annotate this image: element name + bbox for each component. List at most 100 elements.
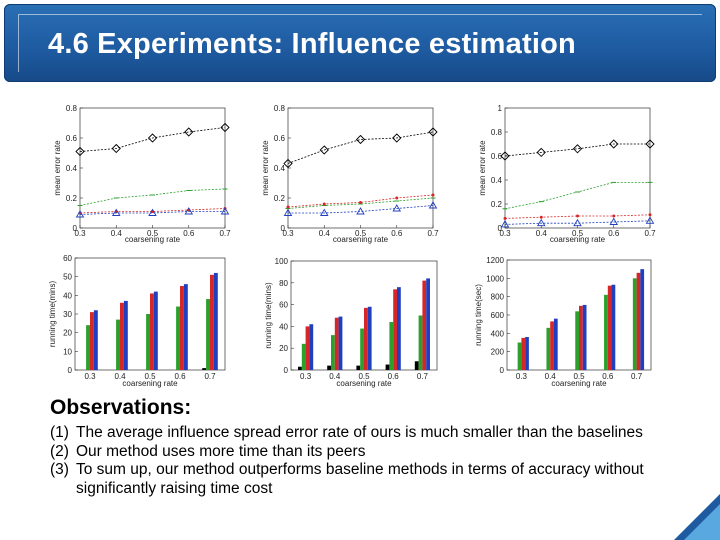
bar <box>338 316 343 370</box>
data-point-marker <box>612 214 616 218</box>
bar <box>604 294 608 370</box>
data-point-marker <box>645 216 655 224</box>
x-tick-label: 0.3 <box>516 372 528 381</box>
x-tick-label: 0.4 <box>114 372 126 381</box>
x-tick-label: 0.4 <box>111 229 123 238</box>
y-tick-label: 60 <box>63 254 72 263</box>
y-tick-label: 0.4 <box>491 176 503 185</box>
x-tick-label: 0.6 <box>174 372 186 381</box>
y-tick-label: 80 <box>279 279 288 288</box>
data-point-marker <box>184 207 194 215</box>
observation-item: (3) To sum up, our method outperforms ba… <box>50 461 690 498</box>
x-tick-label: 0.7 <box>427 229 439 238</box>
bar <box>414 361 419 370</box>
bar <box>183 284 188 370</box>
observation-number: (1) <box>50 424 69 441</box>
y-tick-label: 30 <box>63 310 72 319</box>
observation-text: The average influence spread error rate … <box>76 424 643 441</box>
bar <box>116 319 120 370</box>
x-tick-label: 0.7 <box>204 372 216 381</box>
y-tick-label: 20 <box>63 329 72 338</box>
y-tick-label: 0.6 <box>66 134 78 143</box>
y-tick-label: 10 <box>63 347 72 356</box>
y-tick-label: 600 <box>491 311 505 320</box>
x-tick-label: 0.6 <box>388 372 400 381</box>
bar <box>546 327 551 370</box>
y-tick-label: 0.4 <box>274 164 286 173</box>
corner-decoration-accent <box>684 504 720 540</box>
bar <box>389 322 394 370</box>
x-tick-label: 0.7 <box>631 372 643 381</box>
bar <box>636 272 641 370</box>
data-point-marker <box>392 133 402 143</box>
x-tick-label: 0.5 <box>572 229 584 238</box>
x-tick-label: 0.6 <box>183 229 195 238</box>
bar <box>393 289 397 370</box>
data-point-marker <box>503 216 507 220</box>
x-axis-label: coarsening rate <box>333 235 389 244</box>
y-tick-label: 0.8 <box>274 104 286 113</box>
data-point-marker <box>500 220 510 228</box>
y-axis-label: mean error rate <box>261 140 270 196</box>
observation-item: (2) Our method uses more time than its p… <box>50 443 690 462</box>
observation-text: To sum up, our method outperforms baseli… <box>76 461 644 497</box>
y-tick-label: 1 <box>498 104 503 113</box>
bar <box>146 314 150 370</box>
data-point-marker <box>283 208 293 216</box>
y-tick-label: 0.2 <box>491 200 503 209</box>
bar <box>301 343 306 370</box>
bar <box>521 337 526 370</box>
bar <box>298 366 302 370</box>
data-point-marker <box>148 208 157 216</box>
y-tick-label: 0.6 <box>491 152 503 161</box>
data-point-marker <box>75 146 85 157</box>
bar <box>153 291 158 370</box>
y-tick-label: 800 <box>491 293 505 302</box>
x-tick-label: 0.7 <box>644 229 656 238</box>
bar <box>525 337 529 370</box>
x-axis-label: coarsening rate <box>336 379 392 388</box>
y-tick-label: 0.8 <box>66 104 78 113</box>
data-point-marker <box>220 122 230 133</box>
bar <box>206 299 210 370</box>
data-point-marker <box>111 208 121 216</box>
data-point-marker <box>322 202 326 206</box>
bar <box>305 326 310 370</box>
y-tick-label: 0 <box>498 224 503 233</box>
bar <box>356 365 361 370</box>
y-tick-label: 100 <box>275 257 289 266</box>
x-tick-label: 0.7 <box>219 229 231 238</box>
y-tick-label: 1000 <box>486 274 504 283</box>
data-point-marker <box>431 193 435 197</box>
bar <box>123 300 128 370</box>
x-tick-label: 0.6 <box>602 372 614 381</box>
series-line <box>504 220 651 225</box>
bar <box>90 312 94 370</box>
title-decor-line <box>18 14 702 72</box>
x-tick-label: 0.4 <box>536 229 548 238</box>
y-tick-label: 0 <box>500 366 505 375</box>
y-tick-label: 0.4 <box>66 164 78 173</box>
x-tick-label: 0.3 <box>282 229 294 238</box>
x-tick-label: 0.3 <box>499 229 511 238</box>
bar <box>120 302 124 370</box>
bar <box>334 317 339 370</box>
bar <box>550 321 554 370</box>
data-point-marker <box>573 218 582 227</box>
bar <box>150 293 154 370</box>
x-tick-label: 0.4 <box>319 229 331 238</box>
observation-number: (2) <box>50 442 69 460</box>
data-point-marker <box>355 134 366 145</box>
y-tick-label: 0 <box>73 224 78 233</box>
data-point-marker <box>428 201 438 209</box>
y-tick-label: 0.2 <box>274 194 286 203</box>
x-tick-label: 0.5 <box>144 372 156 381</box>
y-tick-label: 200 <box>491 348 505 357</box>
data-point-marker <box>356 207 365 215</box>
data-point-marker <box>609 139 619 149</box>
series-line <box>79 208 226 214</box>
bar <box>176 306 180 370</box>
bar <box>93 310 98 370</box>
data-point-marker <box>220 207 230 215</box>
x-tick-label: 0.3 <box>300 372 312 381</box>
